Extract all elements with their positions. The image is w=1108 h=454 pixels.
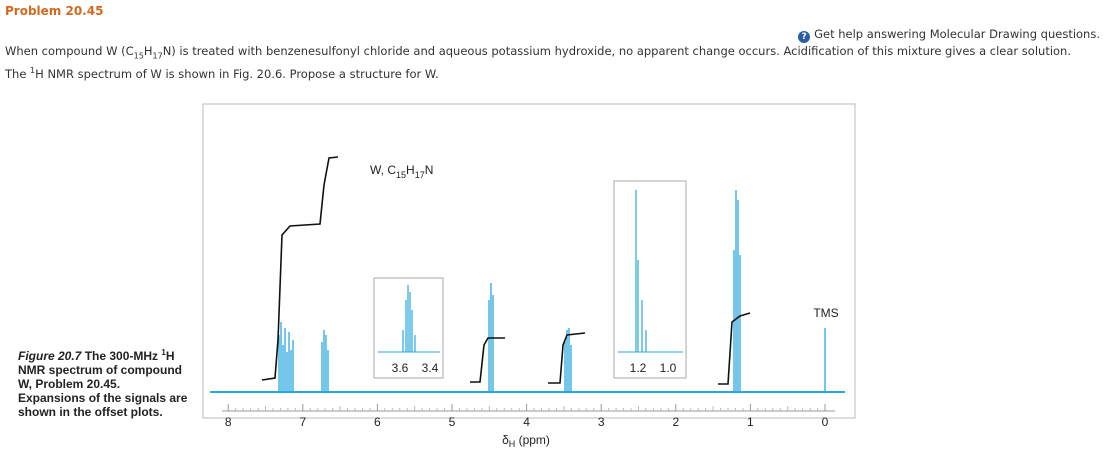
text: δ xyxy=(502,433,509,447)
question-line: When compound W (C15H17N) is treated wit… xyxy=(5,44,1071,60)
text: H xyxy=(509,439,516,449)
x-tick-label: 4 xyxy=(523,415,530,429)
text: H xyxy=(406,163,415,177)
text: W, C xyxy=(370,163,396,177)
text: 1 xyxy=(30,66,36,75)
peak xyxy=(402,190,647,352)
text: 17 xyxy=(415,170,425,180)
compound-label: W, C15H17N xyxy=(370,163,433,180)
x-tick-label: 0 xyxy=(822,415,829,429)
x-tick-label: 5 xyxy=(449,415,456,429)
text: (ppm) xyxy=(515,433,550,447)
inset-frame xyxy=(613,180,687,379)
text: H xyxy=(143,44,153,58)
integral xyxy=(718,312,751,385)
text: 1 xyxy=(161,348,166,357)
x-tick-label: 6 xyxy=(374,415,381,429)
x-axis-label: δH (ppm) xyxy=(502,433,550,449)
plot-frame xyxy=(202,103,856,419)
x-tick-label: 7 xyxy=(299,415,306,429)
peaks xyxy=(278,190,826,392)
integral xyxy=(548,332,586,384)
text: N xyxy=(425,163,434,177)
help-text[interactable]: Get help answering Molecular Drawing que… xyxy=(814,27,1100,41)
x-tick-label: 8 xyxy=(225,415,232,429)
problem-title: Problem 20.45 xyxy=(5,4,104,18)
figure-caption: Figure 20.7 The 300-MHz 1H NMR spectrum … xyxy=(18,346,188,419)
inset-tick-label: 3.4 xyxy=(422,361,439,375)
integral xyxy=(470,337,505,383)
text: 15 xyxy=(396,170,406,180)
x-tick-label: 2 xyxy=(672,415,679,429)
help-link[interactable]: ? Get help answering Molecular Drawing qu… xyxy=(798,27,1100,43)
inset-tick-label: 1.0 xyxy=(660,361,677,375)
text: H NMR spectrum of compound W, Problem 20… xyxy=(18,349,188,419)
inset-tick-label: 3.6 xyxy=(392,361,409,375)
x-tick-label: 1 xyxy=(747,415,754,429)
help-icon: ? xyxy=(798,31,811,43)
tms-label: TMS xyxy=(813,306,838,320)
text: The xyxy=(5,66,31,81)
text: H NMR spectrum of W is shown in Fig. 20.… xyxy=(35,66,439,81)
inset-peaks xyxy=(402,190,647,352)
integral xyxy=(261,156,339,381)
peak xyxy=(278,190,826,392)
text: The 300-MHz xyxy=(81,349,162,363)
text: N) is treated with benzenesulfonyl chlor… xyxy=(162,44,1072,58)
text: When compound W (C xyxy=(5,44,134,58)
text: 17 xyxy=(152,51,163,61)
x-tick-label: 3 xyxy=(598,415,605,429)
inset-tick-label: 1.2 xyxy=(630,361,647,375)
text: Figure 20.7 xyxy=(18,349,82,363)
text: 15 xyxy=(133,51,144,61)
integration xyxy=(261,156,751,385)
question-line: The 1H NMR spectrum of W is shown in Fig… xyxy=(5,66,439,81)
